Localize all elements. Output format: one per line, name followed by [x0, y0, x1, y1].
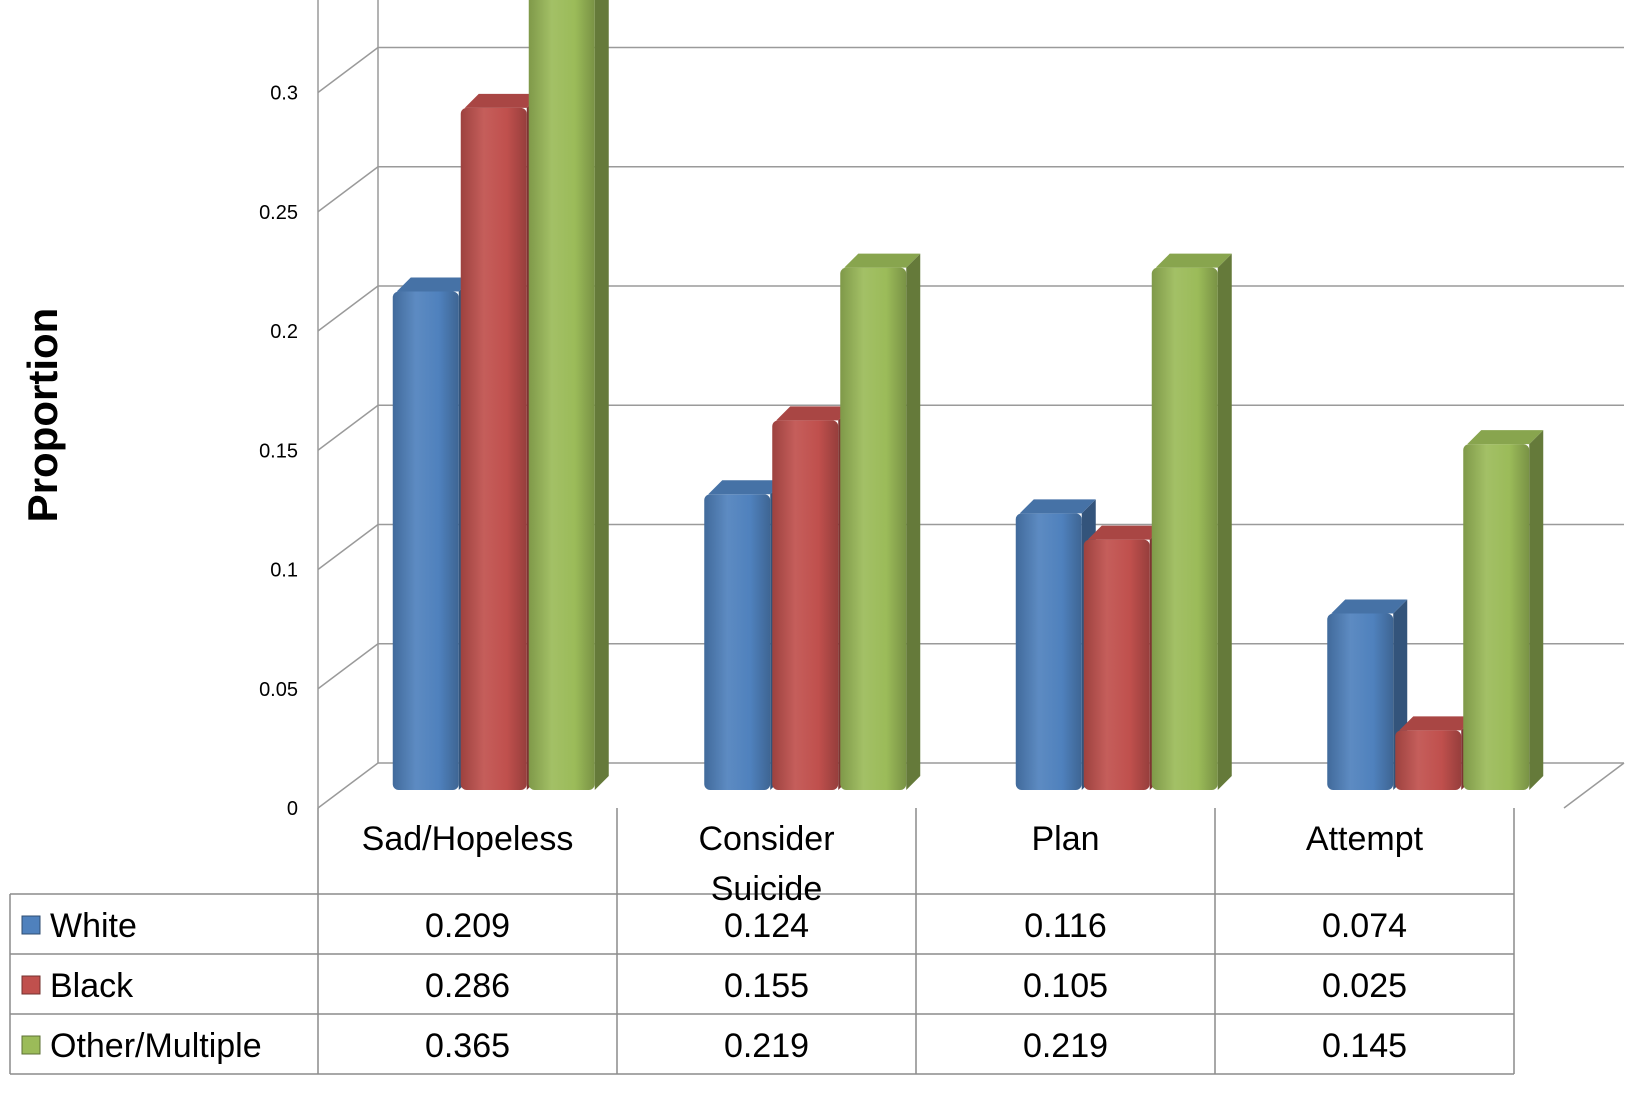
bar-front	[1083, 539, 1150, 790]
bar	[528, 0, 609, 790]
data-label: 0.025	[1322, 967, 1407, 1005]
data-label: 0.219	[1023, 1027, 1108, 1065]
gridline-side	[317, 404, 379, 451]
bar-front	[772, 420, 839, 790]
bar-front	[1327, 613, 1394, 790]
bar-front	[1463, 444, 1530, 790]
data-label: 0.116	[1024, 907, 1107, 945]
gridline-side	[317, 166, 379, 213]
bar-side	[1217, 253, 1232, 790]
bar-top	[1399, 716, 1476, 731]
bar-top	[1331, 599, 1408, 614]
gridline-side	[317, 523, 379, 571]
bars	[392, 0, 1544, 790]
bar-top	[844, 253, 921, 268]
data-label: 0.145	[1322, 1027, 1407, 1065]
bar-top	[1019, 499, 1096, 514]
bar-side	[906, 253, 921, 790]
data-label: 0.074	[1322, 907, 1407, 945]
bar-front	[392, 291, 459, 790]
legend-label: Black	[50, 967, 134, 1005]
legend-key	[21, 975, 41, 995]
category-label: Consider	[698, 820, 834, 858]
data-label: 0.124	[724, 907, 809, 945]
category-label: Suicide	[711, 870, 823, 908]
data-label: 0.286	[425, 967, 510, 1005]
data-label: 0.105	[1023, 967, 1108, 1005]
bar-front	[704, 494, 771, 790]
bar-top	[1155, 253, 1232, 268]
y-tick-label: 0.2	[270, 321, 298, 343]
legend-key	[21, 915, 41, 935]
bar-front	[528, 0, 595, 790]
data-label: 0.209	[425, 907, 510, 945]
data-table: Sad/Hopeless Consider Suicide Plan Attempt Wh…	[9, 808, 1515, 1075]
bar-side	[594, 0, 609, 790]
data-label: 0.219	[724, 1027, 809, 1065]
y-tick-label: 0.25	[259, 202, 298, 224]
y-tick-label: 0.15	[259, 440, 298, 462]
legend-key	[21, 1035, 41, 1055]
gridline-side	[317, 762, 379, 809]
legend-label: Other/Multiple	[50, 1027, 262, 1065]
bar	[840, 253, 921, 790]
category-label: Sad/Hopeless	[362, 820, 574, 858]
bar-front	[840, 267, 907, 790]
bar-top	[396, 277, 473, 292]
bar-side	[1529, 430, 1544, 790]
category-label: Attempt	[1306, 820, 1424, 858]
bar-top	[1087, 525, 1164, 540]
bar	[1151, 253, 1232, 790]
y-tick-label: 0.3	[270, 83, 298, 105]
bar-front	[1015, 513, 1082, 790]
y-axis-ticks: 00.050.10.150.20.250.30.350.4	[259, 83, 298, 821]
legend-label: White	[50, 907, 137, 945]
bar-top	[464, 93, 541, 108]
bar-top	[708, 480, 785, 495]
gridline-side	[317, 46, 379, 94]
bar-top	[776, 406, 853, 421]
gridline-side	[317, 285, 379, 332]
data-label: 0.365	[425, 1027, 510, 1065]
bar-front	[1395, 730, 1462, 790]
y-axis-label: Proportion	[19, 308, 66, 523]
y-tick-label: 0	[287, 798, 298, 820]
bar-top	[1467, 430, 1544, 445]
y-tick-label: 0.1	[270, 560, 298, 582]
y-tick-label: 0.05	[259, 679, 298, 701]
bar	[1463, 430, 1544, 790]
gridline-side	[317, 643, 379, 690]
category-label: Plan	[1031, 820, 1099, 858]
bar-front	[1151, 267, 1218, 790]
floor-edge	[1563, 762, 1625, 809]
bar-front	[460, 107, 527, 790]
data-label: 0.155	[724, 967, 809, 1005]
